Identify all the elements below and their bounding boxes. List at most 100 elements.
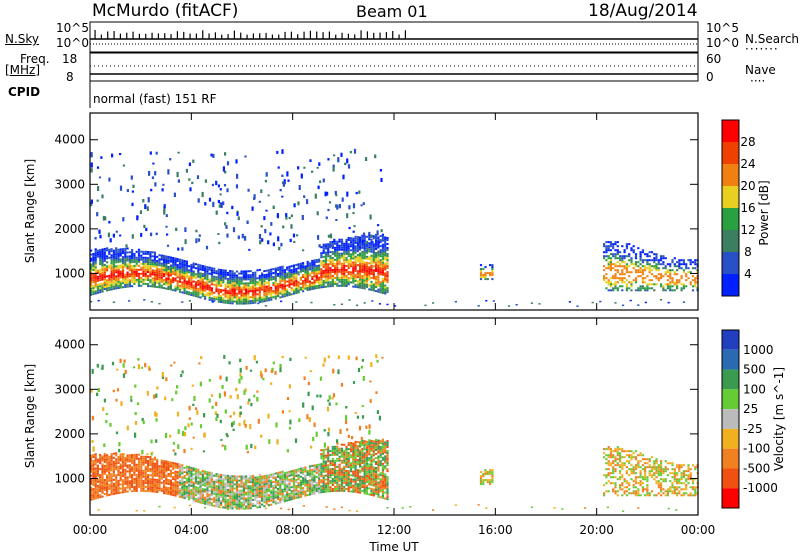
heatmap-cell — [142, 280, 145, 283]
heatmap-cell — [245, 493, 248, 496]
heatmap-cell — [147, 478, 150, 480]
heatmap-cell — [94, 473, 97, 476]
heatmap-cell — [286, 499, 289, 502]
heatmap-cell — [306, 490, 309, 492]
heatmap-cell — [292, 282, 296, 285]
heatmap-cell — [178, 475, 182, 478]
heatmap-cell — [299, 266, 302, 269]
heatmap-cell — [306, 269, 309, 271]
heatmap-cell — [340, 475, 343, 478]
heatmap-cell — [241, 233, 244, 239]
heatmap-cell — [311, 278, 314, 280]
heatmap-cell — [94, 461, 97, 464]
heatmap-cell — [359, 483, 362, 486]
heatmap-cell — [108, 487, 111, 490]
heatmap-cell — [354, 261, 357, 264]
heatmap-cell — [112, 265, 115, 268]
heatmap-cell — [108, 252, 111, 255]
heatmap-cell — [368, 238, 371, 241]
heatmap-cell — [623, 257, 626, 260]
heatmap-cell — [140, 272, 143, 275]
heatmap-cell — [90, 199, 93, 204]
heatmap-cell — [222, 299, 225, 302]
heatmap-cell — [263, 280, 266, 283]
heatmap-cell — [258, 490, 261, 492]
heatmap-cell — [135, 469, 138, 472]
heatmap-cell — [181, 482, 184, 485]
heatmap-cell — [345, 480, 348, 482]
heatmap-cell — [177, 179, 180, 183]
heatmap-cell — [292, 485, 296, 488]
heatmap-cell — [363, 478, 366, 481]
heatmap-cell — [322, 259, 325, 262]
heatmap-cell — [229, 294, 232, 297]
heatmap-cell — [153, 265, 156, 268]
heatmap-cell — [365, 462, 369, 465]
heatmap-cell — [359, 246, 362, 249]
heatmap-cell — [149, 253, 152, 256]
heatmap-cell — [183, 497, 186, 500]
heatmap-cell — [103, 255, 106, 258]
heatmap-cell — [356, 453, 359, 456]
heatmap-cell — [607, 245, 610, 248]
heatmap-cell — [368, 451, 371, 454]
heatmap-cell — [147, 468, 150, 470]
heatmap-cell — [156, 466, 159, 469]
heatmap-cell — [194, 277, 198, 280]
heatmap-cell — [324, 488, 327, 491]
heatmap-cell — [135, 487, 138, 490]
heatmap-cell — [365, 263, 369, 266]
heatmap-cell — [639, 275, 642, 278]
heatmap-cell — [153, 283, 156, 286]
heatmap-cell — [327, 488, 330, 491]
heatmap-cell — [352, 470, 355, 473]
heatmap-cell — [644, 281, 647, 284]
heatmap-cell — [247, 497, 250, 500]
heatmap-cell — [119, 185, 123, 191]
heatmap-cell — [637, 261, 640, 264]
heatmap-cell — [191, 181, 194, 185]
heatmap-cell — [274, 482, 277, 485]
heatmap-cell — [680, 259, 683, 262]
heatmap-cell — [163, 275, 166, 278]
heatmap-cell — [363, 285, 366, 288]
heatmap-cell — [115, 230, 118, 233]
heatmap-cell — [96, 492, 99, 495]
heatmap-cell — [158, 262, 161, 265]
heatmap-cell — [347, 265, 350, 268]
heatmap-cell — [151, 251, 154, 254]
heatmap-cell — [251, 299, 255, 302]
heatmap-cell — [174, 259, 177, 262]
heatmap-cell — [178, 467, 182, 470]
heatmap-cell — [340, 487, 343, 490]
heatmap-cell — [281, 474, 284, 477]
heatmap-cell — [345, 238, 348, 241]
heatmap-cell — [667, 301, 670, 304]
heatmap-cell — [347, 251, 350, 254]
heatmap-cell — [354, 450, 357, 453]
heatmap-cell — [192, 272, 195, 275]
heatmap-cell — [108, 274, 111, 277]
heatmap-cell — [349, 470, 353, 473]
heatmap-cell — [379, 255, 382, 258]
heatmap-cell — [283, 285, 286, 288]
heatmap-cell — [288, 472, 291, 475]
heatmap-cell — [281, 492, 284, 495]
heatmap-cell — [108, 288, 111, 291]
heatmap-cell — [110, 258, 113, 261]
heatmap-cell — [691, 261, 695, 264]
heatmap-cell — [290, 490, 293, 493]
heatmap-cell — [372, 478, 375, 481]
heatmap-cell — [163, 210, 166, 215]
heatmap-cell — [331, 451, 334, 454]
heatmap-cell — [167, 262, 170, 264]
heatmap-cell — [197, 490, 200, 493]
heatmap-cell — [327, 454, 330, 457]
heatmap-cell — [630, 247, 633, 250]
heatmap-cell — [306, 271, 309, 273]
heatmap-cell — [669, 265, 672, 268]
heatmap-cell — [204, 490, 207, 493]
heatmap-cell — [222, 482, 225, 485]
heatmap-cell — [153, 281, 156, 284]
heatmap-cell — [110, 248, 113, 251]
